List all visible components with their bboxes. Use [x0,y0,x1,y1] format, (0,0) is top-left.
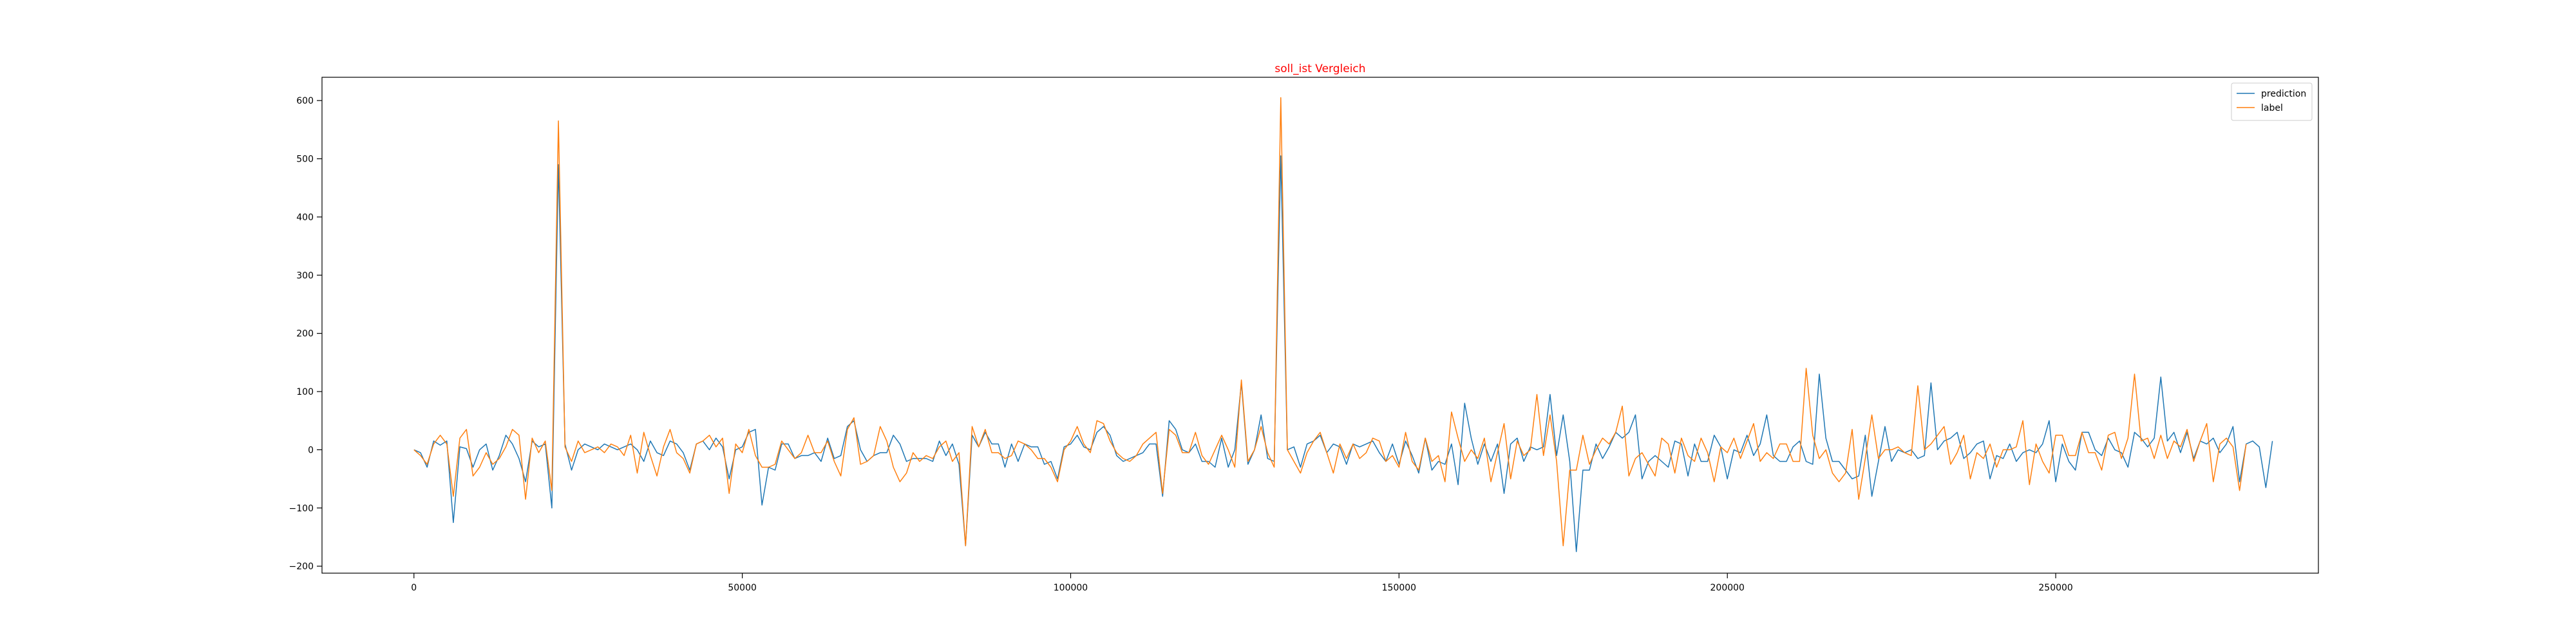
series-layer [413,97,2273,553]
x-tick-label: 200000 [1710,583,1745,593]
y-tick-label: −200 [289,562,314,572]
y-tick-label: 0 [308,445,314,455]
series-line-label [413,97,2247,547]
legend-box [2231,82,2313,121]
x-axis: 0 50000 100000 150000 200000 250000 [411,573,2073,593]
y-tick-label: −100 [289,504,314,514]
x-tick-label: 0 [411,583,417,593]
y-tick-label: 200 [296,329,314,339]
legend: prediction label [2231,82,2313,121]
y-tick-label: 100 [296,387,314,397]
y-tick-label: 600 [296,96,314,106]
legend-label-label: label [2261,103,2283,113]
chart-title: soll_ist Vergleich [1274,62,1365,75]
y-tick-label: 400 [296,213,314,223]
y-axis: −200 −100 0 100 200 300 400 500 600 [289,96,322,572]
y-tick-label: 300 [296,270,314,281]
legend-label-prediction: prediction [2261,89,2306,99]
x-tick-label: 150000 [1382,583,1416,593]
x-tick-label: 50000 [728,583,757,593]
x-tick-label: 250000 [2038,583,2072,593]
x-tick-label: 100000 [1054,583,1088,593]
y-tick-label: 500 [296,155,314,165]
series-line-prediction [413,155,2273,553]
axes-frame [321,77,2319,574]
